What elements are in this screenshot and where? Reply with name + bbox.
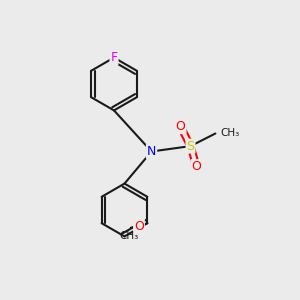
Text: O: O <box>134 220 144 233</box>
Text: N: N <box>147 145 156 158</box>
Text: F: F <box>110 51 118 64</box>
Text: CH₃: CH₃ <box>120 231 139 241</box>
Text: S: S <box>187 140 194 153</box>
Text: CH₃: CH₃ <box>221 128 240 139</box>
Text: O: O <box>192 160 201 173</box>
Text: O: O <box>176 120 185 133</box>
